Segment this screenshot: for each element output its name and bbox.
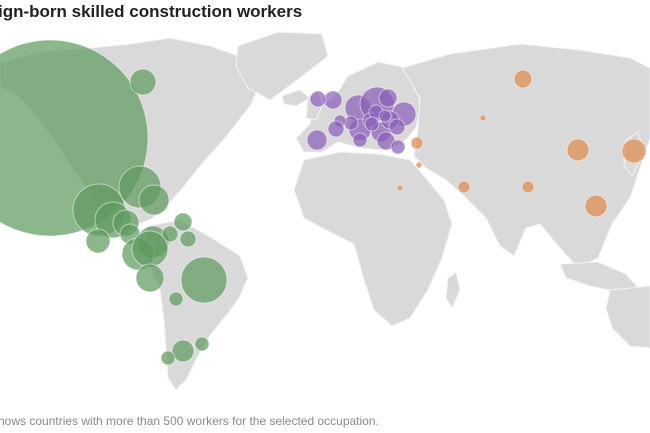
europe-bubble[interactable]	[352, 132, 368, 148]
americas-bubble[interactable]	[160, 350, 176, 366]
americas-bubble[interactable]	[171, 339, 195, 363]
europe-bubble[interactable]	[309, 90, 327, 108]
europe-bubble[interactable]	[388, 118, 406, 136]
asia-bubble[interactable]	[396, 184, 404, 192]
europe-bubble[interactable]	[378, 109, 392, 123]
europe-bubble[interactable]	[378, 88, 398, 108]
americas-bubble[interactable]	[85, 228, 111, 254]
europe-bubble[interactable]	[364, 116, 380, 132]
americas-bubble[interactable]	[131, 230, 169, 268]
europe-bubble[interactable]	[390, 139, 406, 155]
asia-bubble[interactable]	[479, 114, 487, 122]
asia-bubble[interactable]	[415, 161, 423, 169]
world-map	[0, 31, 650, 391]
europe-bubble[interactable]	[327, 120, 345, 138]
americas-bubble[interactable]	[173, 212, 193, 232]
asia-bubble[interactable]	[584, 194, 608, 218]
americas-bubble[interactable]	[168, 291, 184, 307]
map-footnote: hows countries with more than 500 worker…	[0, 414, 379, 428]
americas-bubble[interactable]	[194, 336, 210, 352]
asia-bubble[interactable]	[521, 180, 535, 194]
landmass-southeast-asia-islands	[559, 261, 641, 293]
landmass-africa	[293, 151, 453, 327]
americas-bubble[interactable]	[161, 225, 179, 243]
americas-bubble[interactable]	[179, 230, 197, 248]
landmass-madagascar	[445, 271, 461, 309]
map-title: ign-born skilled construction workers	[0, 2, 303, 21]
americas-bubble[interactable]	[138, 184, 170, 216]
europe-bubble[interactable]	[323, 90, 343, 110]
worker-bubbles	[0, 39, 647, 366]
americas-bubble[interactable]	[180, 256, 228, 304]
asia-bubble[interactable]	[457, 180, 471, 194]
asia-bubble[interactable]	[621, 138, 647, 164]
americas-bubble[interactable]	[135, 263, 165, 293]
americas-bubble[interactable]	[129, 68, 157, 96]
asia-bubble[interactable]	[410, 136, 424, 150]
asia-bubble[interactable]	[513, 69, 533, 89]
asia-bubble[interactable]	[566, 138, 590, 162]
landmass-australia	[605, 285, 650, 349]
landmass-iceland	[281, 89, 311, 107]
landmass-greenland	[235, 31, 329, 101]
europe-bubble[interactable]	[306, 129, 328, 151]
